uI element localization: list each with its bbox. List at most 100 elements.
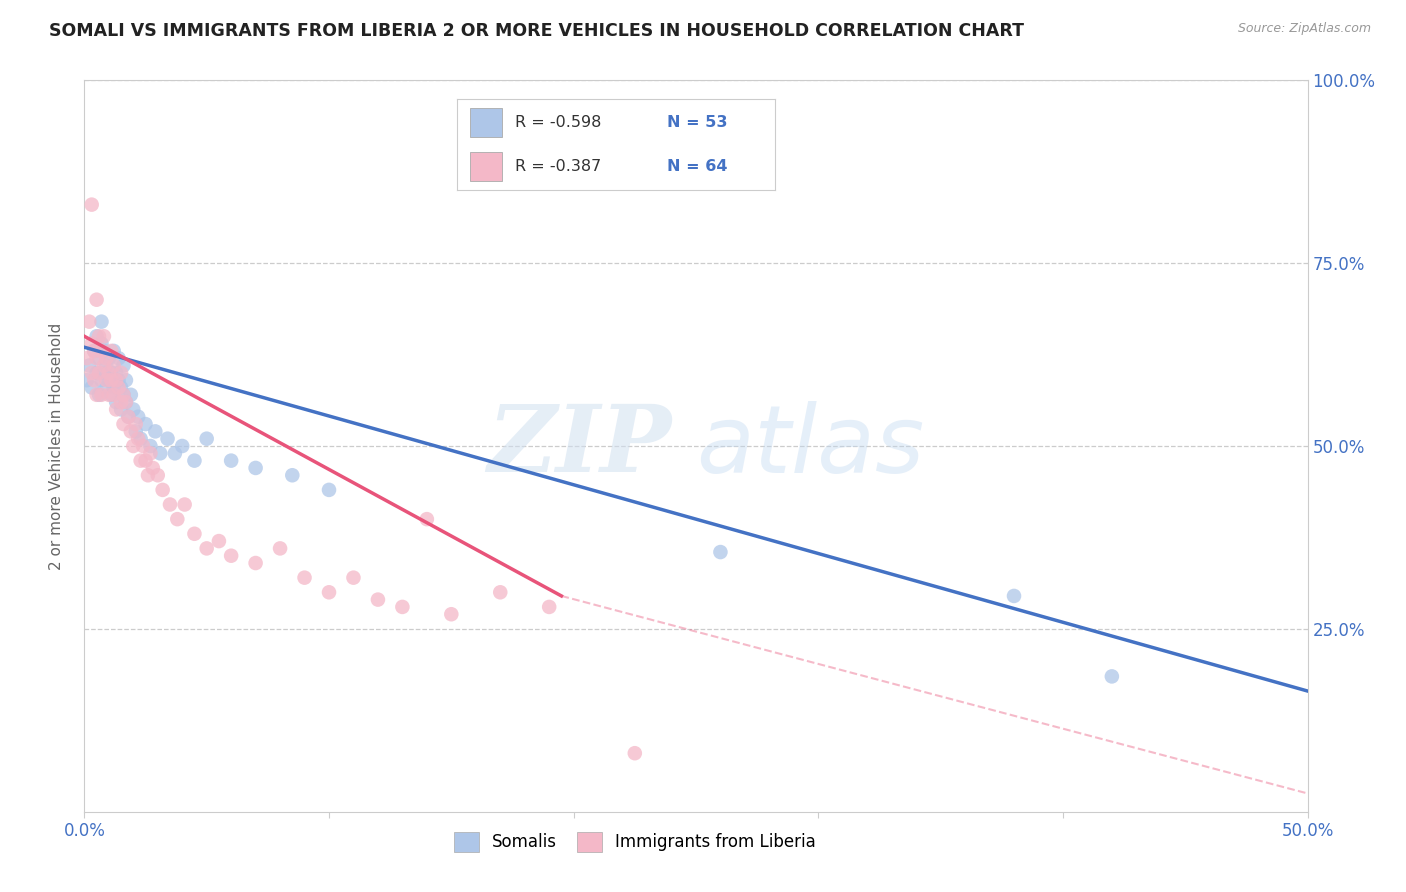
Point — [103, 388, 125, 402]
Point — [103, 380, 125, 394]
Point — [83, 373, 105, 387]
Point — [100, 343, 122, 358]
Point — [87, 329, 110, 343]
Point — [105, 366, 128, 380]
Point — [90, 315, 112, 329]
Point — [76, 351, 98, 366]
Point — [183, 526, 205, 541]
Point — [342, 571, 364, 585]
Point — [208, 534, 231, 549]
Point — [489, 585, 512, 599]
Point — [87, 366, 110, 380]
Point — [97, 373, 120, 387]
Point — [163, 446, 186, 460]
Point — [117, 409, 139, 424]
Text: Source: ZipAtlas.com: Source: ZipAtlas.com — [1237, 22, 1371, 36]
Point — [120, 388, 142, 402]
Point — [129, 453, 152, 467]
Point — [156, 432, 179, 446]
Point — [107, 351, 129, 366]
Point — [166, 512, 188, 526]
Point — [135, 453, 157, 467]
Point — [86, 293, 108, 307]
Point — [97, 388, 120, 402]
Point — [96, 359, 118, 373]
Legend: Somalis, Immigrants from Liberia: Somalis, Immigrants from Liberia — [447, 826, 823, 858]
Point — [86, 388, 108, 402]
Point — [281, 468, 304, 483]
Point — [96, 351, 118, 366]
Point — [105, 395, 128, 409]
Point — [103, 343, 125, 358]
Point — [110, 366, 132, 380]
Point — [80, 366, 103, 380]
Point — [96, 380, 118, 394]
Point — [93, 359, 115, 373]
Point — [103, 359, 125, 373]
Point — [159, 498, 181, 512]
Point — [624, 746, 647, 760]
Point — [152, 483, 174, 497]
Point — [105, 373, 128, 387]
Point — [97, 351, 120, 366]
Point — [245, 556, 267, 570]
Point — [146, 468, 169, 483]
Point — [195, 432, 218, 446]
Point — [139, 439, 162, 453]
Point — [219, 453, 242, 467]
Point — [149, 446, 172, 460]
Point — [76, 373, 98, 387]
Point — [77, 359, 100, 373]
Text: atlas: atlas — [696, 401, 924, 491]
Point — [87, 351, 110, 366]
Point — [86, 366, 108, 380]
Point — [110, 402, 132, 417]
Point — [172, 439, 194, 453]
Point — [183, 453, 205, 467]
Point — [110, 395, 132, 409]
Point — [90, 343, 112, 358]
Point — [122, 402, 145, 417]
Point — [538, 599, 561, 614]
Point — [77, 315, 100, 329]
Point — [107, 380, 129, 394]
Point — [127, 432, 149, 446]
Point — [87, 388, 110, 402]
Text: ZIP: ZIP — [488, 401, 672, 491]
Point — [391, 599, 413, 614]
Point — [142, 461, 165, 475]
Point — [90, 373, 112, 387]
Point — [86, 329, 108, 343]
Point — [80, 336, 103, 351]
Point — [132, 439, 155, 453]
Point — [120, 425, 142, 439]
Point — [110, 380, 132, 394]
Point — [125, 425, 148, 439]
Point — [125, 417, 148, 431]
Point — [143, 425, 166, 439]
Point — [100, 366, 122, 380]
Point — [318, 483, 340, 497]
Point — [90, 388, 112, 402]
Point — [86, 351, 108, 366]
Point — [97, 366, 120, 380]
Point — [93, 329, 115, 343]
Point — [115, 395, 138, 409]
Point — [80, 197, 103, 211]
Point — [105, 402, 128, 417]
Point — [112, 388, 135, 402]
Point — [129, 432, 152, 446]
Point — [127, 409, 149, 424]
Point — [219, 549, 242, 563]
Point — [139, 446, 162, 460]
Point — [115, 373, 138, 387]
Point — [117, 409, 139, 424]
Point — [90, 336, 112, 351]
Point — [318, 585, 340, 599]
Point — [1002, 589, 1025, 603]
Point — [112, 359, 135, 373]
Text: SOMALI VS IMMIGRANTS FROM LIBERIA 2 OR MORE VEHICLES IN HOUSEHOLD CORRELATION CH: SOMALI VS IMMIGRANTS FROM LIBERIA 2 OR M… — [49, 22, 1024, 40]
Point — [93, 366, 115, 380]
Point — [173, 498, 195, 512]
Point — [440, 607, 463, 622]
